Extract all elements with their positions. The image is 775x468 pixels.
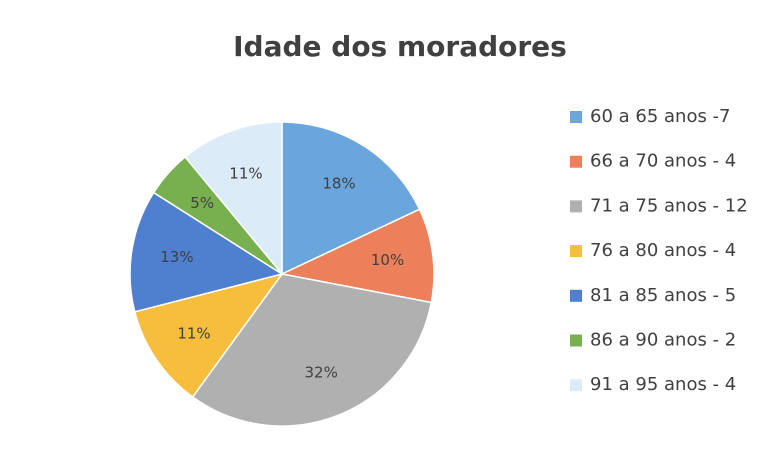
legend-swatch (570, 334, 582, 347)
legend-swatch (570, 155, 582, 168)
legend-label: 66 a 70 anos - 4 (590, 151, 736, 172)
legend-label: 60 a 65 anos -7 (590, 106, 731, 127)
legend-swatch (570, 245, 582, 258)
legend-swatch (570, 111, 582, 123)
pie-slice (279, 208, 435, 304)
data-label: 13% (160, 248, 193, 266)
data-label: 18% (322, 175, 355, 193)
chart-title: Idade dos moradores (233, 30, 567, 63)
legend-label: 86 a 90 anos - 2 (590, 330, 736, 351)
pie-slice (281, 121, 421, 276)
legend-label: 91 a 95 anos - 4 (590, 374, 736, 395)
legend-label: 71 a 75 anos - 12 (590, 195, 748, 216)
pie-slice (133, 272, 284, 399)
pie-slice (129, 191, 284, 313)
pie-slice (184, 121, 283, 277)
legend-swatch (570, 289, 582, 302)
legend-label: 81 a 85 anos - 5 (590, 285, 736, 306)
legend-swatch (570, 200, 582, 213)
data-label: 11% (177, 324, 210, 342)
pie-slice (191, 273, 433, 427)
legend-label: 76 a 80 anos - 4 (590, 240, 736, 261)
data-label: 11% (229, 164, 262, 182)
data-label: 32% (304, 363, 337, 381)
data-label: 10% (371, 251, 404, 269)
data-label: 5% (190, 194, 214, 212)
legend-swatch (570, 379, 582, 392)
